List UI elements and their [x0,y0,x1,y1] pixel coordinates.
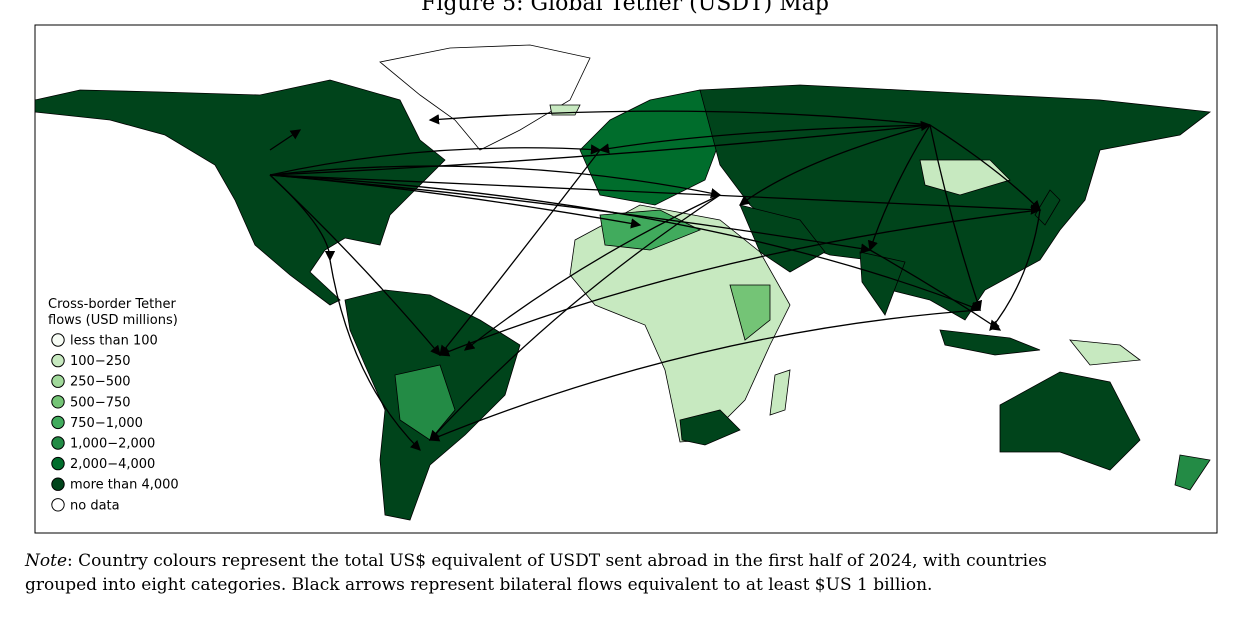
legend-swatch [51,395,65,409]
flow-arrows [269,110,1042,451]
note-lead: Note [24,551,67,571]
legend-swatch [51,498,65,512]
note-line: Note: Country colours represent the tota… [24,551,1047,571]
legend-label: more than 4,000 [70,478,179,493]
note-text: : Country colours represent the total US… [67,551,1047,571]
legend-title: Cross-border Tether [48,297,176,312]
legend-label: 250−500 [70,375,131,390]
legend-label: 2,000−4,000 [70,457,155,472]
legend-swatch [51,333,65,347]
legend-swatch [51,477,65,491]
legend-swatch [51,353,65,368]
legend-swatch [51,436,65,450]
title: Figure 5: Global Tether (USDT) Map [421,0,829,16]
legend-label: 100−250 [70,354,131,369]
legend-label: no data [70,498,120,513]
legend-label: less than 100 [70,334,158,349]
legend-swatch [51,456,65,471]
legend-swatch [51,374,65,388]
note-line: grouped into eight categories. Black arr… [25,575,932,595]
legend-label: 750−1,000 [70,416,143,431]
legend-title: flows (USD millions) [48,313,178,328]
legend-label: 500−750 [70,395,131,410]
legend-swatch [51,415,65,430]
legend-label: 1,000−2,000 [70,437,155,452]
